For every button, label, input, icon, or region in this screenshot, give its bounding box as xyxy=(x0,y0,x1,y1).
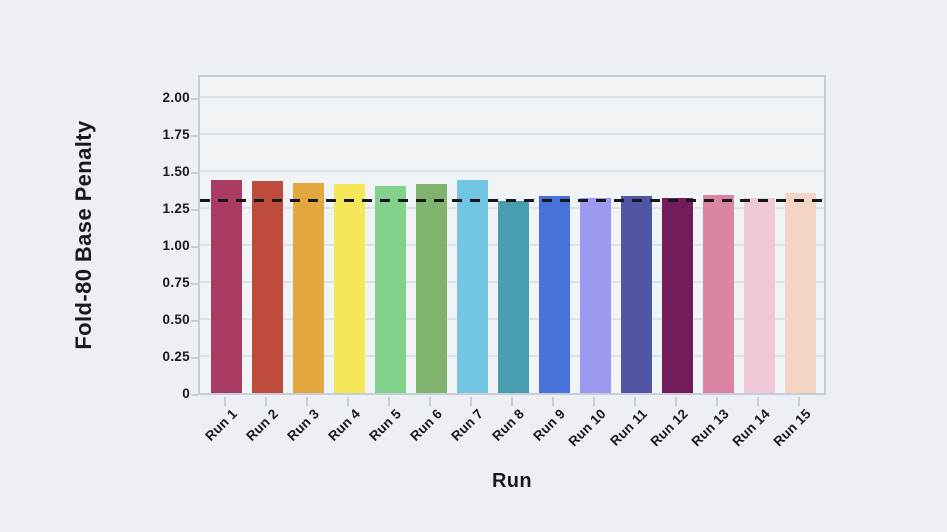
x-tick-mark xyxy=(469,397,472,406)
y-tick-mark xyxy=(191,394,198,396)
y-tick-label: 0.75 xyxy=(162,275,190,290)
gridline xyxy=(200,170,824,172)
y-tick-mark xyxy=(191,98,198,100)
bar-run-2 xyxy=(252,181,283,393)
bar-run-6 xyxy=(416,184,447,393)
x-tick-mark xyxy=(797,397,800,406)
bar-run-4 xyxy=(334,184,365,393)
x-tick-label: Run 8 xyxy=(489,406,528,444)
x-tick-label: Run 13 xyxy=(688,406,733,450)
plot-area xyxy=(198,75,826,395)
y-tick-mark xyxy=(191,283,198,285)
bar-run-5 xyxy=(375,185,406,393)
y-tick-label: 1.00 xyxy=(162,238,190,253)
bar-run-14 xyxy=(744,197,775,393)
y-tick-mark xyxy=(191,135,198,137)
y-tick-label: 1.75 xyxy=(162,127,190,142)
y-tick-mark xyxy=(191,209,198,211)
y-tick-label: 2.00 xyxy=(162,90,190,105)
bar-run-12 xyxy=(662,197,693,393)
bar-run-9 xyxy=(539,196,570,393)
x-axis-title: Run xyxy=(491,470,533,492)
x-tick-label: Run 10 xyxy=(565,406,610,450)
reference-line xyxy=(200,198,824,202)
x-tick-mark xyxy=(264,397,267,406)
x-tick-label: Run 6 xyxy=(407,406,446,444)
x-tick-label: Run 1 xyxy=(202,406,241,444)
x-tick-mark xyxy=(592,397,595,406)
gridline xyxy=(200,96,824,98)
y-tick-mark xyxy=(191,172,198,174)
gridline xyxy=(200,133,824,135)
x-tick-label: Run 2 xyxy=(243,406,282,444)
bar-run-10 xyxy=(580,197,611,393)
x-tick-mark xyxy=(305,397,308,406)
bar-run-1 xyxy=(211,179,242,393)
x-tick-mark xyxy=(223,397,226,406)
bar-run-15 xyxy=(785,193,816,393)
x-tick-mark xyxy=(756,397,759,406)
x-tick-label: Run 7 xyxy=(448,406,487,444)
y-tick-mark xyxy=(191,320,198,322)
bar-run-7 xyxy=(457,179,488,393)
x-tick-label: Run 9 xyxy=(530,406,569,444)
x-tick-label: Run 12 xyxy=(647,406,692,450)
y-axis-title: Fold-80 Base Penalty xyxy=(71,120,96,350)
x-tick-label: Run 4 xyxy=(325,406,364,444)
x-tick-mark xyxy=(510,397,513,406)
bar-run-13 xyxy=(703,194,734,393)
x-tick-mark xyxy=(674,397,677,406)
x-tick-mark xyxy=(715,397,718,406)
bar-run-8 xyxy=(498,200,529,393)
x-tick-label: Run 5 xyxy=(366,406,405,444)
x-tick-label: Run 3 xyxy=(284,406,323,444)
y-tick-label: 0 xyxy=(182,386,190,401)
x-tick-label: Run 11 xyxy=(607,406,651,449)
bar-run-3 xyxy=(293,182,324,393)
x-tick-label: Run 14 xyxy=(729,406,774,450)
y-tick-mark xyxy=(191,246,198,248)
y-tick-mark xyxy=(191,357,198,359)
y-tick-label: 0.50 xyxy=(162,312,190,327)
x-tick-mark xyxy=(633,397,636,406)
bar-run-11 xyxy=(621,196,652,393)
x-tick-mark xyxy=(551,397,554,406)
x-tick-mark xyxy=(387,397,390,406)
x-tick-mark xyxy=(428,397,431,406)
y-tick-label: 1.50 xyxy=(162,164,190,179)
x-tick-mark xyxy=(346,397,349,406)
x-tick-label: Run 15 xyxy=(770,406,815,450)
y-tick-label: 0.25 xyxy=(162,349,190,364)
y-tick-label: 1.25 xyxy=(162,201,190,216)
